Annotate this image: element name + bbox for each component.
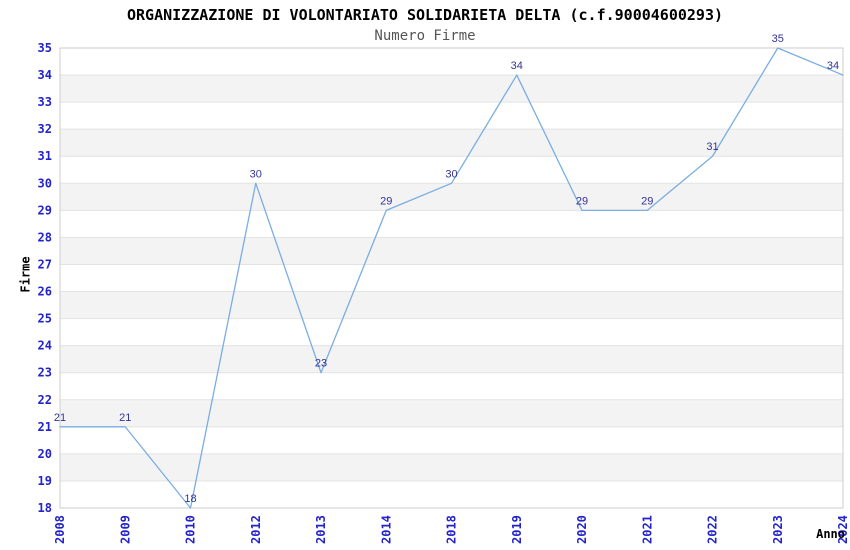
x-tick-label: 2020 [575,515,589,544]
x-tick-label: 2013 [314,515,328,544]
grid-band [60,129,843,157]
grid-band [60,318,843,346]
grid-band [60,237,843,265]
y-tick-label: 20 [38,447,52,461]
grid-band [60,183,843,211]
point-label: 30 [250,168,262,180]
point-label: 35 [772,33,784,45]
y-tick-label: 35 [38,41,52,55]
point-label: 34 [827,60,839,72]
y-tick-label: 22 [38,393,52,407]
point-label: 34 [511,60,523,72]
grid-band [60,102,843,130]
plot-border [59,47,844,509]
y-tick-label: 30 [38,176,52,190]
point-label: 21 [54,412,66,424]
x-axis-title: Anno [816,527,845,541]
grid-band [60,264,843,292]
y-tick-label: 25 [38,312,52,326]
y-tick-label: 32 [38,122,52,136]
grid-band [60,426,843,454]
y-tick-label: 23 [38,366,52,380]
grid-band [60,48,843,76]
x-tick-label: 2014 [379,515,393,544]
point-label: 29 [641,195,653,207]
grid-band [60,399,843,427]
point-label: 30 [445,168,457,180]
x-tick-label: 2022 [706,515,720,544]
y-tick-label: 24 [38,339,52,353]
y-tick-label: 34 [38,68,52,82]
y-tick-label: 19 [38,474,52,488]
y-tick-label: 26 [38,285,52,299]
x-tick-label: 2010 [184,515,198,544]
y-tick-label: 27 [38,257,52,271]
x-tick-label: 2023 [771,515,785,544]
point-label: 29 [576,195,588,207]
y-tick-label: 29 [38,203,52,217]
x-tick-label: 2018 [445,515,459,544]
point-label: 18 [184,493,196,505]
x-tick-label: 2024 [836,515,850,544]
y-tick-label: 18 [38,501,52,515]
y-tick-label: 31 [38,149,52,163]
chart-title: ORGANIZZAZIONE DI VOLONTARIATO SOLIDARIE… [126,6,724,24]
x-tick-label: 2012 [249,515,263,544]
point-label: 31 [706,141,718,153]
y-axis-title: Firme [18,256,33,293]
x-tick-label: 2019 [510,515,524,544]
grid-band [60,291,843,319]
y-tick-label: 21 [38,420,52,434]
grid-band [60,345,843,373]
grid-band [60,372,843,400]
y-tick-label: 33 [38,95,52,109]
x-tick-label: 2009 [118,515,132,544]
point-label: 29 [380,195,392,207]
grid-band [60,156,843,184]
grid-band [60,75,843,103]
grid-band [60,480,843,508]
data-line [59,47,844,509]
x-tick-label: 2008 [53,515,67,544]
grid-band [60,210,843,238]
point-label: 21 [119,412,131,424]
point-label: 23 [315,358,327,370]
x-tick-label: 2021 [640,515,654,544]
grid-band [60,453,843,481]
chart-subtitle: Numero Firme [374,28,476,44]
y-tick-label: 28 [38,230,52,244]
